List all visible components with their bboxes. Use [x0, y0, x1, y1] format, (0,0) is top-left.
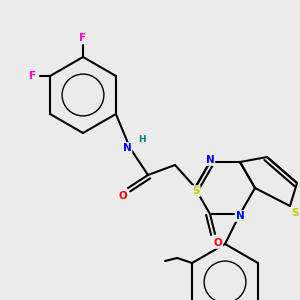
Text: H: H: [138, 136, 146, 145]
Text: O: O: [214, 238, 222, 248]
Text: N: N: [236, 211, 244, 221]
Text: F: F: [80, 33, 87, 43]
Text: N: N: [206, 155, 214, 165]
Text: N: N: [123, 143, 131, 153]
Text: S: S: [192, 186, 200, 196]
Text: S: S: [291, 208, 299, 218]
Text: O: O: [118, 191, 127, 201]
Text: F: F: [28, 71, 36, 81]
